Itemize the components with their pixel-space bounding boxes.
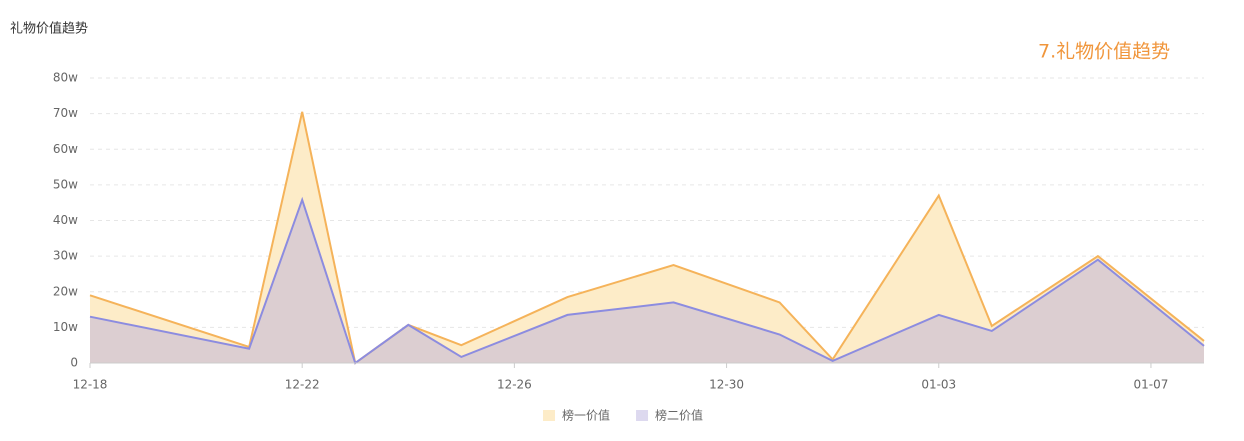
legend-swatch [543, 410, 555, 421]
x-tick-label: 12-18 [73, 378, 108, 392]
y-tick-label: 40w [53, 213, 78, 227]
x-tick-label: 12-30 [709, 378, 744, 392]
y-tick-label: 20w [53, 284, 78, 298]
area-fill [90, 111, 1204, 363]
y-tick-label: 70w [53, 106, 78, 120]
x-tick-label: 01-03 [921, 378, 956, 392]
series-line [89, 111, 1205, 365]
chart-title: 礼物价值趋势 [10, 21, 88, 37]
y-tick-label: 60w [53, 142, 78, 156]
legend-label: 榜一价值 [562, 408, 610, 423]
annotation: 7.礼物价值趋势 [1038, 41, 1170, 63]
y-tick-label: 50w [53, 177, 78, 191]
area-fill [90, 199, 1204, 363]
y-tick-label: 10w [53, 320, 78, 334]
series-line [89, 196, 1205, 365]
x-tick-label: 12-26 [497, 378, 532, 392]
legend-label: 榜二价值 [655, 408, 703, 423]
y-tick-label: 0 [70, 356, 78, 370]
x-tick-label: 01-07 [1134, 378, 1169, 392]
x-tick-label: 12-22 [285, 378, 320, 392]
y-tick-label: 30w [53, 249, 78, 263]
y-tick-label: 80w [53, 71, 78, 85]
legend-swatch [636, 410, 649, 421]
